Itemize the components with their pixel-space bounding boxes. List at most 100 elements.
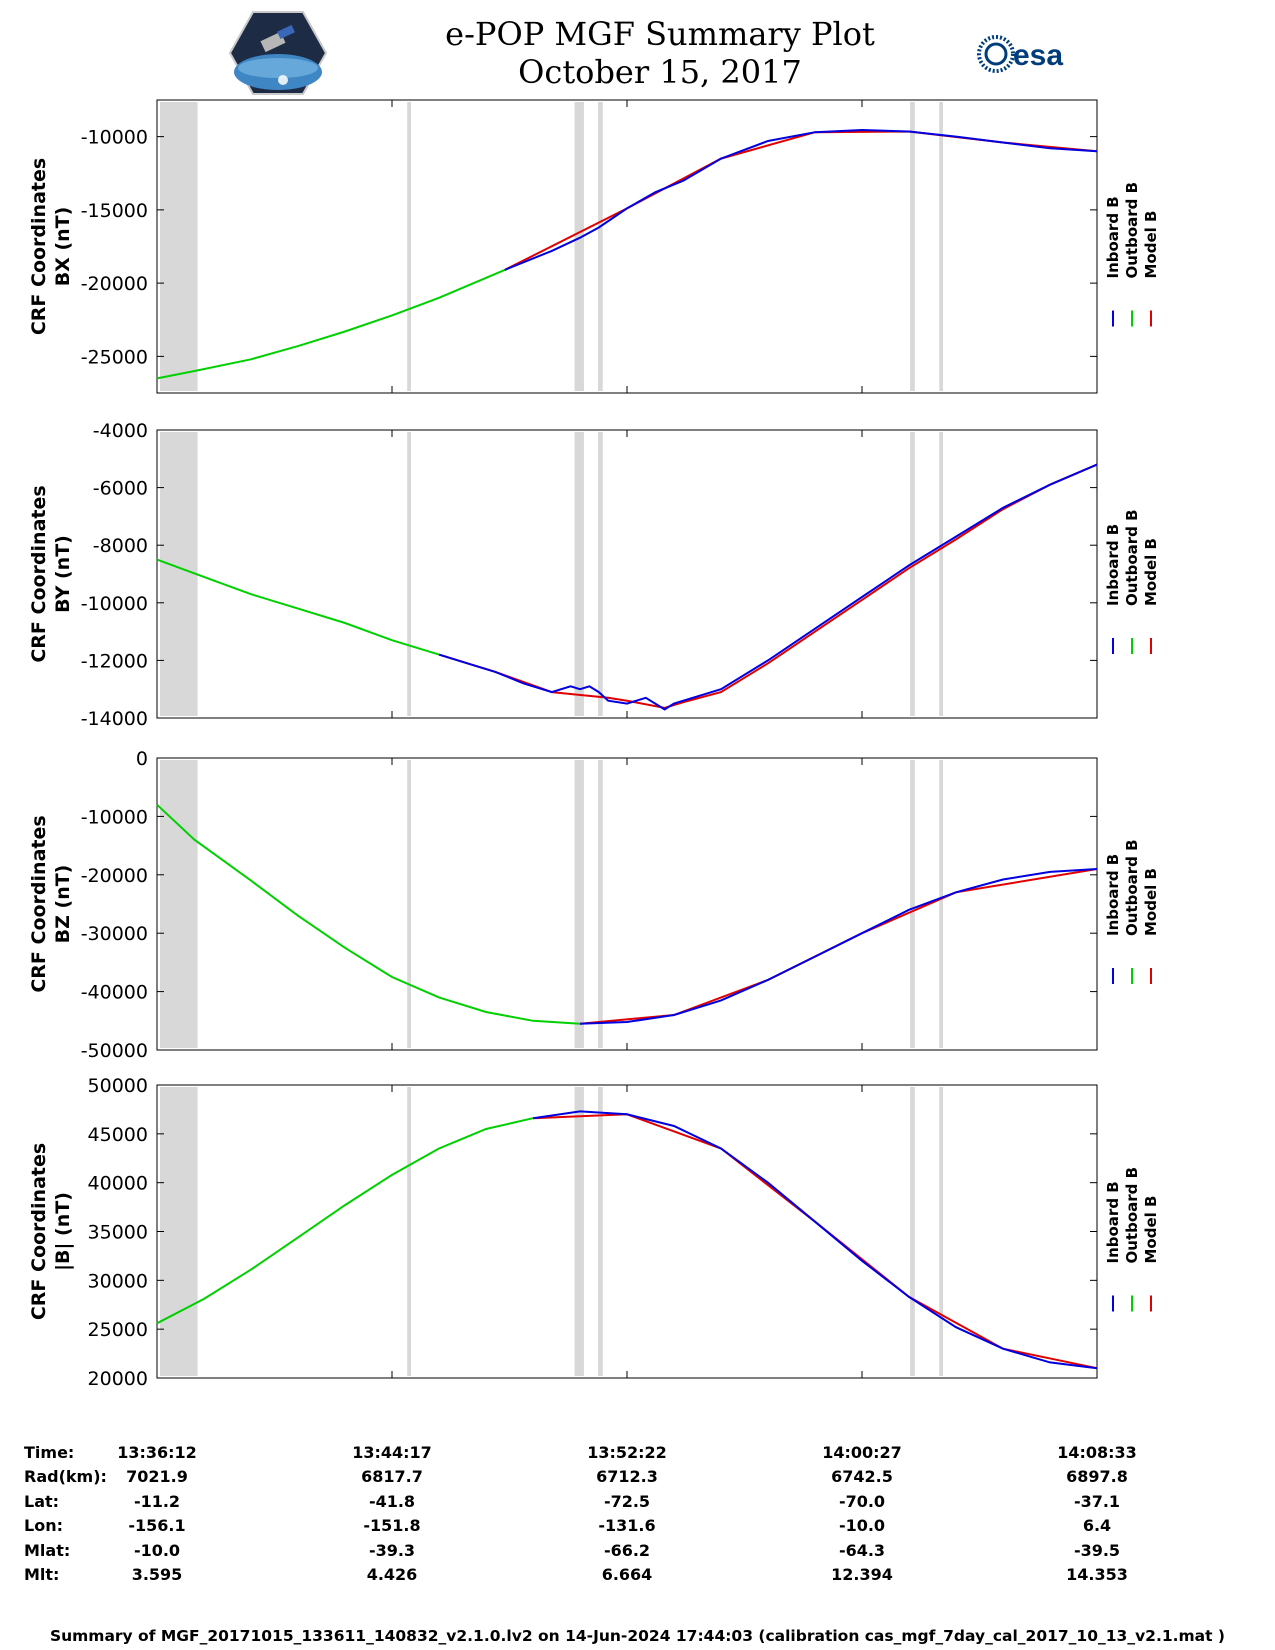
data-gap-band xyxy=(939,102,944,391)
ephemeris-value: 6712.3 xyxy=(596,1467,658,1487)
y-tick-label: 30000 xyxy=(88,1270,148,1292)
data-gap-band xyxy=(939,760,944,1048)
y-axis-label-line-2: |B| (nT) xyxy=(52,1192,74,1271)
ephemeris-value: -37.1 xyxy=(1073,1491,1121,1511)
footer-note: Summary of MGF_20171015_133611_140832_v2… xyxy=(49,1627,1226,1645)
data-gap-band xyxy=(574,432,584,716)
data-gap-band xyxy=(160,1087,198,1376)
ephemeris-row: Mlt: 3.595 4.426 6.664 12.394 14.353 xyxy=(0,1565,1275,1589)
series-line-inboard-b xyxy=(438,463,1098,711)
data-gap-band xyxy=(407,102,411,391)
y-tick-label: -25000 xyxy=(81,346,148,368)
ephemeris-value: -66.2 xyxy=(603,1540,651,1560)
ephemeris-value: -39.5 xyxy=(1073,1540,1121,1560)
ephemeris-value: 6742.5 xyxy=(831,1467,893,1487)
y-tick-label: 40000 xyxy=(88,1173,148,1195)
ephemeris-value: -41.8 xyxy=(368,1491,416,1511)
ephemeris-value: 14:00:27 xyxy=(822,1443,902,1462)
y-axis-label: CRF Coordinates BZ (nT) xyxy=(28,815,74,992)
series-line-inboard-b xyxy=(579,868,1098,1025)
series-line-inboard-b xyxy=(504,128,1098,271)
series-line-inboard-b xyxy=(532,1110,1098,1370)
data-gap-band xyxy=(407,760,411,1048)
ephemeris-value: 14:08:33 xyxy=(1057,1443,1137,1462)
data-gap-band xyxy=(160,102,198,391)
series-line-outboard-b xyxy=(156,803,581,1025)
legend: Inboard B Outboard B Model B xyxy=(1104,839,1160,984)
y-tick-label: -4000 xyxy=(93,420,148,442)
y-tick-label: -40000 xyxy=(81,982,148,1004)
series-line-model-b xyxy=(438,463,1098,709)
y-axis-label-line-1: CRF Coordinates xyxy=(28,815,50,992)
ephemeris-value: 14.353 xyxy=(1066,1565,1128,1584)
ephemeris-value: 13:36:12 xyxy=(117,1443,197,1462)
data-gap-band xyxy=(910,1087,915,1376)
y-axis-label-line-1: CRF Coordinates xyxy=(28,485,50,662)
y-tick-label: -6000 xyxy=(93,478,148,500)
ephemeris-row: Time: 13:36:12 13:44:17 13:52:22 14:00:27 14:… xyxy=(0,1443,1275,1467)
ephemeris-value: 7021.9 xyxy=(126,1467,188,1487)
ephemeris-value: -72.5 xyxy=(603,1491,651,1511)
data-gap-band xyxy=(910,760,915,1048)
y-axis-label-line-2: BZ (nT) xyxy=(52,865,74,944)
ephemeris-value: 6897.8 xyxy=(1066,1467,1128,1487)
legend-label: Model B xyxy=(1142,868,1160,936)
ephemeris-row: Lat: -11.2 -41.8 -72.5 -70.0 -37.1 xyxy=(0,1492,1275,1516)
ephemeris-value: 6.664 xyxy=(601,1565,653,1584)
y-axis-label-line-2: BY (nT) xyxy=(52,535,74,613)
data-gap-band xyxy=(598,1087,603,1376)
ephemeris-label: Time: xyxy=(24,1443,75,1462)
data-gap-band xyxy=(574,760,584,1048)
y-tick-label: -30000 xyxy=(81,923,148,945)
y-axis-label: CRF Coordinates BY (nT) xyxy=(28,485,74,662)
y-tick-label: -8000 xyxy=(93,535,148,557)
ephemeris-value: 13:52:22 xyxy=(587,1443,667,1462)
legend-label: Inboard B xyxy=(1104,1181,1122,1263)
data-gap-band xyxy=(598,432,603,716)
data-gap-band xyxy=(939,432,944,716)
legend-label: Outboard B xyxy=(1123,839,1141,936)
ephemeris-value: -151.8 xyxy=(363,1516,421,1536)
y-tick-label: 45000 xyxy=(88,1124,148,1146)
y-tick-label: -50000 xyxy=(81,1040,148,1062)
ephemeris-row: Mlat: -10.0 -39.3 -66.2 -64.3 -39.5 xyxy=(0,1541,1275,1565)
ephemeris-value: -10.0 xyxy=(133,1540,181,1560)
cassiope-logo xyxy=(228,11,328,95)
panel-3: -50000 -40000 -30000 -20000 -10000 0 CRF Coord… xyxy=(28,748,1160,1062)
data-gap-band xyxy=(910,432,915,716)
ephemeris-label: Rad(km): xyxy=(24,1467,107,1487)
y-axis-label-line-1: CRF Coordinates xyxy=(28,158,50,335)
data-gap-band xyxy=(574,1087,584,1376)
y-tick-label: -10000 xyxy=(81,127,148,149)
esa-logo-text: esa xyxy=(1013,39,1063,72)
data-gap-band xyxy=(910,102,915,391)
plot-frame xyxy=(156,1084,1098,1379)
y-tick-label: 20000 xyxy=(88,1368,148,1390)
y-tick-label: 25000 xyxy=(88,1319,148,1341)
ephemeris-label: Mlt: xyxy=(24,1565,60,1584)
plot-frame xyxy=(156,757,1098,1051)
ephemeris-row: Rad(km): 7021.9 6817.7 6712.3 6742.5 6897.8 xyxy=(0,1467,1275,1491)
legend-label: Inboard B xyxy=(1104,854,1122,936)
ephemeris-label: Lon: xyxy=(24,1516,63,1536)
ephemeris-value: 3.595 xyxy=(131,1565,183,1584)
ephemeris-label: Lat: xyxy=(24,1491,60,1511)
panel-2: -14000 -12000 -10000 -8000 -6000 -4000 CRF Coo… xyxy=(28,420,1160,730)
y-tick-label: -14000 xyxy=(81,708,148,730)
legend-label: Model B xyxy=(1142,1196,1160,1264)
ephemeris-value: -10.0 xyxy=(838,1516,886,1536)
ephemeris-value: -64.3 xyxy=(838,1540,886,1560)
plot-frame xyxy=(156,99,1098,394)
ephemeris-value: -131.6 xyxy=(598,1516,656,1536)
page-title-line-1: e-POP MGF Summary Plot xyxy=(445,15,875,53)
plot-frame xyxy=(156,429,1098,719)
series-line-outboard-b xyxy=(156,558,440,656)
data-gap-band xyxy=(574,102,584,391)
ephemeris-row: Lon: -156.1 -151.8 -131.6 -10.0 6.4 xyxy=(0,1516,1275,1540)
data-gap-band xyxy=(160,432,198,716)
series-line-model-b xyxy=(579,868,1098,1025)
legend-label: Inboard B xyxy=(1104,196,1122,278)
ephemeris-value: 6817.7 xyxy=(361,1467,423,1487)
legend: Inboard B Outboard B Model B xyxy=(1104,1167,1160,1312)
